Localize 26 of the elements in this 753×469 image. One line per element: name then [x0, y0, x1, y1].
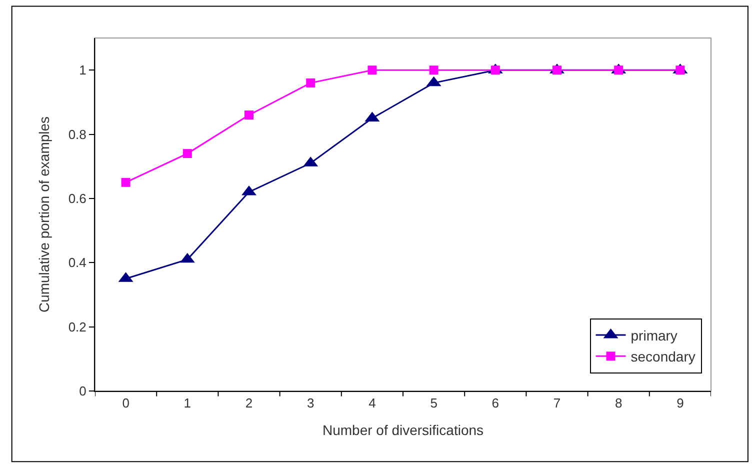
legend-label: secondary: [630, 348, 696, 365]
x-axis-title: Number of diversifications: [322, 422, 484, 438]
x-tick-label: 8: [614, 396, 622, 411]
point: [182, 149, 192, 158]
x-tick-label: 6: [492, 396, 500, 411]
x-tick-label: 4: [368, 396, 376, 411]
y-tick-label: 0.4: [68, 255, 86, 270]
x-tick-label: 1: [184, 396, 192, 411]
point: [368, 66, 377, 75]
x-tick-label: 7: [553, 396, 561, 411]
x-tick-label: 0: [122, 396, 130, 411]
x-tick-label: 9: [676, 396, 684, 411]
point: [429, 66, 438, 75]
point: [306, 78, 316, 88]
y-tick-label: 0.2: [68, 319, 86, 334]
y-axis-title: Cumulative portion of examples: [36, 116, 52, 313]
legend-label: primary: [630, 327, 678, 344]
y-tick-label: 0.6: [68, 191, 86, 206]
point: [244, 110, 254, 120]
x-tick-label: 3: [306, 396, 314, 411]
y-tick-label: 0.8: [68, 126, 86, 142]
x-tick-label: 2: [245, 396, 253, 411]
y-tick-label: 0: [79, 384, 86, 399]
x-tick-label: 5: [430, 396, 438, 411]
y-tick-label: 1: [79, 62, 86, 78]
point: [121, 178, 130, 187]
